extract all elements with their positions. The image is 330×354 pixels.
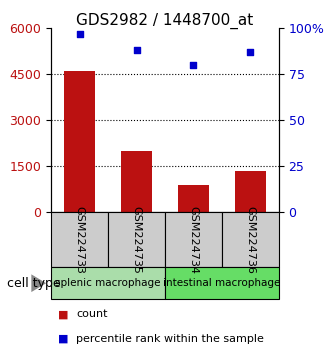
- Text: ■: ■: [58, 309, 68, 320]
- Bar: [178, 185, 209, 212]
- Text: ■: ■: [58, 333, 68, 344]
- Point: [134, 47, 139, 53]
- Text: GSM224733: GSM224733: [75, 206, 84, 274]
- Point: [248, 50, 253, 55]
- Bar: [64, 71, 95, 212]
- Point: [191, 62, 196, 68]
- Bar: [235, 171, 266, 212]
- Text: splenic macrophage: splenic macrophage: [55, 278, 161, 288]
- Bar: [121, 151, 152, 212]
- Point: [77, 31, 82, 37]
- Text: GSM224735: GSM224735: [132, 206, 142, 274]
- Text: count: count: [76, 309, 107, 320]
- Text: cell type: cell type: [7, 277, 60, 290]
- Text: GSM224734: GSM224734: [188, 206, 198, 274]
- Text: GDS2982 / 1448700_at: GDS2982 / 1448700_at: [76, 12, 254, 29]
- Text: GSM224736: GSM224736: [246, 206, 255, 274]
- Text: intestinal macrophage: intestinal macrophage: [163, 278, 280, 288]
- Text: percentile rank within the sample: percentile rank within the sample: [76, 333, 264, 344]
